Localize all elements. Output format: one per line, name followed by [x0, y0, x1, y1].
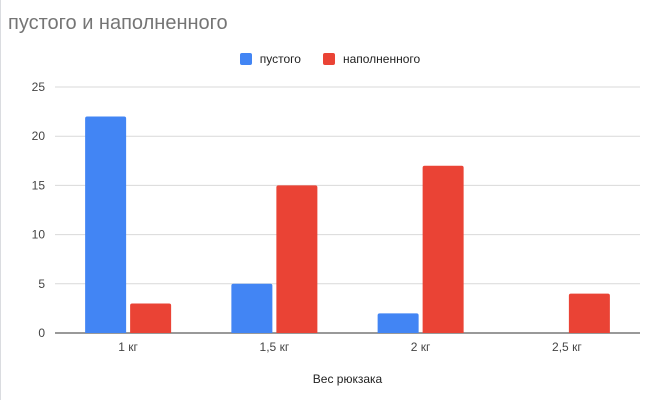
bar-filled-2[interactable]	[422, 165, 464, 333]
grid-lines	[55, 86, 640, 334]
x-axis-title: Вес рюкзака	[313, 372, 383, 386]
y-tick-label: 0	[38, 326, 45, 340]
y-axis-ticks: 0 5 10 15 20 25	[32, 80, 46, 340]
chart-legend: пустого наполненного	[0, 52, 660, 66]
bar-filled-1[interactable]	[276, 185, 318, 333]
bars	[85, 116, 610, 334]
y-tick-label: 5	[38, 277, 45, 291]
chart-title: пустого и наполненного	[8, 12, 228, 34]
legend-item-filled[interactable]: наполненного	[322, 52, 421, 66]
legend-swatch-filled	[322, 53, 335, 65]
bar-filled-3[interactable]	[568, 293, 610, 333]
y-tick-label: 10	[32, 228, 46, 242]
x-tick-label: 2,5 кг	[552, 340, 582, 354]
legend-swatch-empty	[239, 53, 252, 65]
y-tick-label: 20	[32, 129, 46, 143]
x-tick-label: 1,5 кг	[260, 340, 290, 354]
legend-label-empty: пустого	[259, 52, 301, 66]
bar-empty-0[interactable]	[85, 116, 127, 334]
bar-empty-1[interactable]	[231, 283, 273, 333]
bar-filled-0[interactable]	[130, 303, 172, 333]
y-tick-label: 15	[32, 178, 46, 192]
panel-left-border	[0, 0, 1, 400]
x-tick-label: 1 кг	[118, 340, 138, 354]
legend-item-empty[interactable]: пустого	[239, 52, 301, 66]
y-tick-label: 25	[32, 80, 46, 94]
bar-empty-2[interactable]	[377, 313, 419, 333]
x-tick-label: 2 кг	[411, 340, 431, 354]
legend-label-filled: наполненного	[342, 52, 421, 66]
x-axis-ticks: 1 кг 1,5 кг 2 кг 2,5 кг	[118, 340, 582, 354]
